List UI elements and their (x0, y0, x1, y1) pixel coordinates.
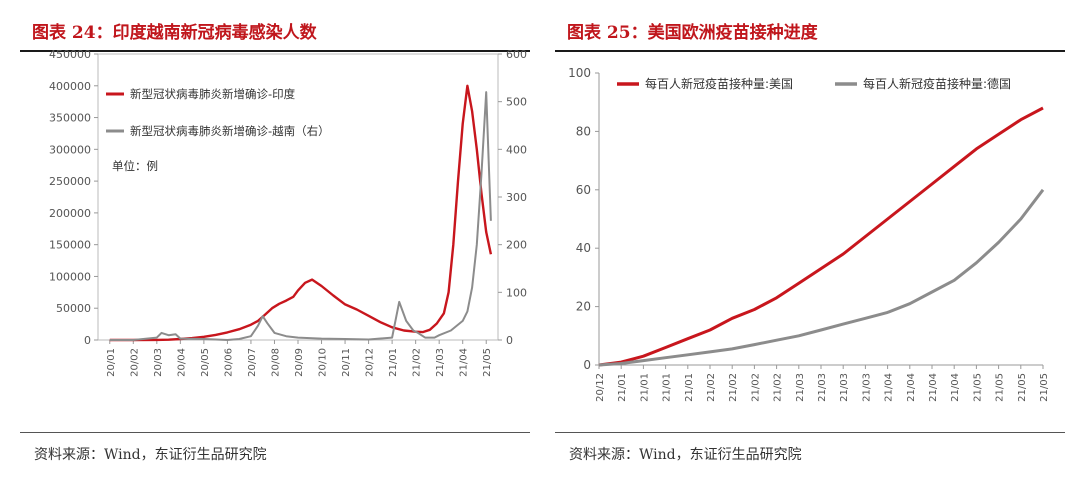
x-tick-label: 21/02 (773, 373, 784, 402)
y-tick-label: 50000 (56, 302, 91, 315)
chart-title: 图表 24：印度越南新冠病毒感染人数 (32, 23, 317, 43)
x-tick-label: 21/01 (388, 348, 399, 377)
x-tick-label: 20/02 (129, 348, 140, 377)
x-tick-label: 21/03 (817, 373, 828, 402)
x-tick-label: 21/01 (662, 373, 673, 402)
y2-tick-label: 300 (506, 191, 527, 204)
x-tick-label: 21/01 (684, 373, 695, 402)
y-tick-label: 300000 (49, 143, 91, 156)
y-tick-label: 40 (576, 241, 591, 255)
x-tick-label: 21/04 (950, 373, 961, 402)
x-tick-label: 21/01 (617, 373, 628, 402)
y-tick-label: 80 (576, 124, 591, 138)
source-note: 资料来源：Wind，东证衍生品研究院 (569, 447, 802, 463)
source-divider (555, 432, 1065, 433)
x-tick-label: 21/02 (412, 348, 423, 377)
y-tick-label: 150000 (49, 239, 91, 252)
source-divider (20, 432, 530, 433)
chart-panel-india-vietnam: 图表 24：印度越南新冠病毒感染人数 0 50000 100000 150000 200… (20, 0, 540, 481)
y2-tick-label: 200 (506, 239, 527, 252)
x-tick-label: 20/07 (247, 348, 258, 377)
source-note: 资料来源：Wind，东证衍生品研究院 (34, 447, 267, 463)
legend-label: 每百人新冠疫苗接种量:美国 (645, 76, 793, 91)
x-tick-label: 21/04 (459, 348, 470, 377)
y-tick-label: 200000 (49, 207, 91, 220)
chart-panel-vaccination: 图表 25：美国欧洲疫苗接种进度 0 20 40 60 80 100 20/12 21/01 2… (555, 0, 1075, 481)
chart-canvas-left: 0 50000 100000 150000 200000 250000 300000 3500… (49, 48, 527, 377)
x-tick-label: 20/09 (294, 348, 305, 377)
x-tick-label: 20/12 (595, 373, 606, 402)
series-line-india (109, 84, 493, 342)
y2-tick-label: 0 (506, 334, 513, 347)
x-tick-label: 21/01 (639, 373, 650, 402)
x-tick-label: 21/02 (728, 373, 739, 402)
y-tick-label: 0 (583, 358, 591, 372)
chart-canvas-right: 0 20 40 60 80 100 20/12 21/01 21/01 21/01 21/01 21/… (568, 66, 1050, 402)
y2-tick-label: 400 (506, 143, 527, 156)
legend-label: 新型冠状病毒肺炎新增确诊-印度 (130, 87, 296, 101)
x-tick-label: 21/03 (435, 348, 446, 377)
y2-tick-label: 500 (506, 96, 527, 109)
y2-tick-label: 600 (506, 48, 527, 61)
x-tick-label: 21/02 (750, 373, 761, 402)
y-tick-label: 60 (576, 183, 591, 197)
y-tick-label: 350000 (49, 112, 91, 125)
x-tick-label: 21/02 (706, 373, 717, 402)
y-tick-label: 100000 (49, 270, 91, 283)
series-line-vietnam (109, 91, 492, 341)
x-tick-label: 20/03 (153, 348, 164, 377)
legend-label: 新型冠状病毒肺炎新增确诊-越南（右） (130, 124, 330, 138)
y-tick-label: 20 (576, 300, 591, 314)
x-tick-label: 21/04 (906, 373, 917, 402)
x-tick-label: 20/04 (176, 348, 187, 377)
legend-label: 每百人新冠疫苗接种量:德国 (863, 76, 1011, 91)
x-tick-label: 20/10 (318, 348, 329, 377)
x-tick-label: 20/01 (106, 348, 117, 377)
x-tick-label: 20/06 (223, 348, 234, 377)
x-tick-label: 21/03 (861, 373, 872, 402)
x-tick-label: 21/03 (839, 373, 850, 402)
y-tick-label: 250000 (49, 175, 91, 188)
unit-label: 单位：例 (112, 159, 158, 173)
x-tick-label: 20/05 (200, 348, 211, 377)
y2-tick-label: 100 (506, 286, 527, 299)
series-line-usa (598, 106, 1044, 367)
y-tick-label: 0 (84, 334, 91, 347)
x-tick-label: 21/05 (1017, 373, 1028, 402)
x-tick-label: 20/12 (365, 348, 376, 377)
title-divider (555, 50, 1065, 52)
title-divider (20, 50, 530, 52)
y-tick-label: 450000 (49, 48, 91, 61)
series-line-germany (598, 188, 1045, 367)
y-tick-label: 100 (568, 66, 591, 80)
x-tick-label: 21/04 (928, 373, 939, 402)
x-tick-label: 21/04 (884, 373, 895, 402)
x-tick-label: 21/03 (795, 373, 806, 402)
x-tick-label: 21/05 (482, 348, 493, 377)
x-tick-label: 21/05 (995, 373, 1006, 402)
x-tick-label: 21/05 (972, 373, 983, 402)
x-tick-label: 20/08 (270, 348, 281, 377)
y-tick-label: 400000 (49, 80, 91, 93)
x-tick-label: 21/05 (1039, 373, 1050, 402)
x-tick-label: 20/11 (341, 348, 352, 377)
chart-title: 图表 25：美国欧洲疫苗接种进度 (567, 23, 818, 43)
